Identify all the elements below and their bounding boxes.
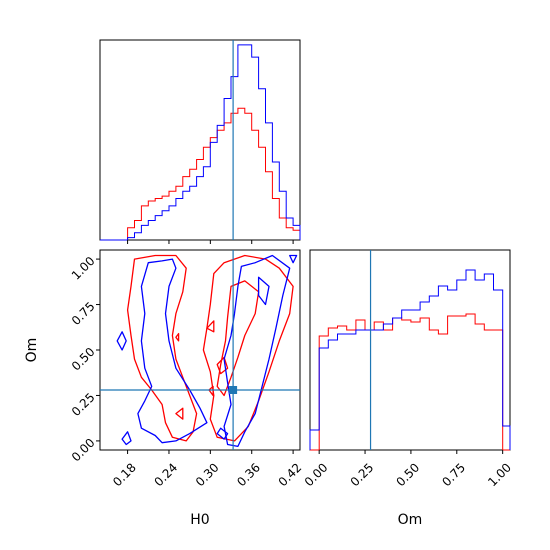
joint-y-tick-label: 0.75 <box>69 299 98 328</box>
om-hist-x-tick-label: 0.00 <box>302 460 331 489</box>
om-hist-x-tick-label: 0.75 <box>439 460 468 489</box>
joint-x-tick-label: 0.30 <box>193 460 222 489</box>
om-hist-x-tick-label: 0.50 <box>393 460 422 489</box>
joint-blue-contour-3 <box>257 276 270 306</box>
joint-blue-contour-4 <box>216 427 229 440</box>
joint-y-tick-label: 0.50 <box>69 345 98 374</box>
joint-truth-marker <box>229 386 238 394</box>
joint-x-tick-label: 0.36 <box>234 460 263 489</box>
h0-histogram-frame <box>99 39 301 241</box>
joint-blue-contour-7 <box>289 254 298 264</box>
h0-hist-red-series <box>100 107 301 241</box>
joint-contour-frame <box>99 249 301 451</box>
joint-red-contour-4 <box>216 356 229 375</box>
joint-red-contour-6 <box>208 385 214 397</box>
joint-y-tick-label: 1.00 <box>69 254 98 283</box>
joint-blue-contour-5 <box>116 331 127 351</box>
om-histogram-panel <box>309 249 511 451</box>
joint-y-tick-label: 0.25 <box>69 390 98 419</box>
joint-contour-panel <box>99 249 301 451</box>
joint-x-tick-label: 0.18 <box>110 460 139 489</box>
joint-blue-contour-2 <box>223 254 291 448</box>
joint-red-contour-2 <box>202 254 294 442</box>
y-axis-label-om: Om <box>24 338 40 363</box>
x-axis-label-h0: H0 <box>190 512 209 528</box>
joint-red-contour-3 <box>216 280 260 397</box>
h0-histogram-panel <box>99 39 301 241</box>
joint-blue-contour-1 <box>137 258 208 444</box>
joint-y-tick-label: 0.00 <box>69 436 98 465</box>
om-hist-blue-series <box>309 269 511 450</box>
om-histogram-frame <box>309 249 511 451</box>
h0-hist-blue-series <box>100 44 301 241</box>
om-hist-x-tick-label: 0.25 <box>348 460 377 489</box>
joint-blue-contour-6 <box>121 431 132 446</box>
joint-red-contour-7 <box>175 407 184 420</box>
x-axis-label-om: Om <box>398 512 423 528</box>
om-hist-x-tick-label: 1.00 <box>485 460 514 489</box>
joint-red-contour-8 <box>175 332 180 342</box>
joint-x-tick-label: 0.24 <box>152 460 181 489</box>
joint-red-contour-5 <box>206 320 215 333</box>
om-hist-red-series <box>310 313 510 451</box>
joint-x-tick-label: 0.42 <box>276 460 305 489</box>
